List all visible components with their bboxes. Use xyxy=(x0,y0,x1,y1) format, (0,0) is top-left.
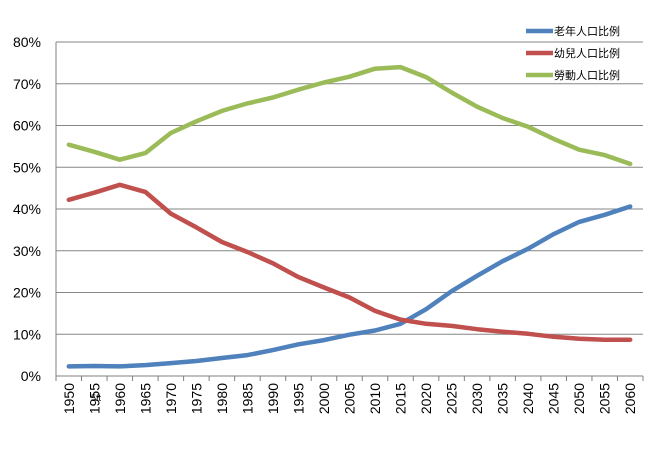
x-tick-label: 1975 xyxy=(188,383,204,414)
x-tick-label: 2005 xyxy=(342,383,358,414)
y-tick-label: 60% xyxy=(13,118,41,134)
x-tick-label: 2055 xyxy=(597,383,613,414)
x-tick-label: 2015 xyxy=(393,383,409,414)
y-tick-label: 40% xyxy=(13,201,41,217)
x-tick-label: 2045 xyxy=(546,383,562,414)
x-tick-label: 2025 xyxy=(444,383,460,414)
y-tick-label: 30% xyxy=(13,243,41,259)
x-tick-label: 1985 xyxy=(239,383,255,414)
y-tick-label: 70% xyxy=(13,76,41,92)
x-tick-label: 1965 xyxy=(137,383,153,414)
y-tick-label: 80% xyxy=(13,34,41,50)
series-lines xyxy=(66,64,633,369)
series-line-0 xyxy=(66,204,633,369)
y-tick-label: 0% xyxy=(21,368,41,384)
x-tick-label: 1995 xyxy=(290,383,306,414)
x-tick-label: 1980 xyxy=(214,383,230,414)
axes xyxy=(55,42,643,377)
x-tick-label: 1960 xyxy=(112,383,128,414)
x-tick-labels: 1950 1955 1960 1965 1970 1975 1980 1985 1990 1995… xyxy=(55,376,644,414)
x-tick-label: 1990 xyxy=(265,383,281,414)
series-line-2 xyxy=(66,64,633,167)
x-tick-label: 2030 xyxy=(469,383,485,414)
x-tick-label: 2040 xyxy=(520,383,536,414)
y-tick-label: 50% xyxy=(13,159,41,175)
series-line-1 xyxy=(66,182,633,342)
x-tick-label: 2050 xyxy=(571,383,587,414)
x-tick-label: 2020 xyxy=(418,383,434,414)
stray-label: 5ft xyxy=(91,393,102,403)
x-tick-label: 2010 xyxy=(367,383,383,414)
x-tick-label: 2035 xyxy=(495,383,511,414)
x-tick-label: 2000 xyxy=(316,383,332,414)
legend-label: 老年人口比例 xyxy=(554,24,620,38)
y-tick-labels: 0% 10% 20% 30% 40% 50% 60% 70% 80% xyxy=(13,34,41,384)
legend-label: 幼兒人口比例 xyxy=(554,46,620,60)
legend-label: 勞動人口比例 xyxy=(554,68,620,82)
x-tick-label: 2060 xyxy=(622,383,638,414)
gridlines xyxy=(56,41,643,335)
y-tick-label: 10% xyxy=(13,326,41,342)
y-tick-label: 20% xyxy=(13,285,41,301)
x-tick-label: 1955 xyxy=(86,383,102,414)
x-tick-label: 1970 xyxy=(163,383,179,414)
x-tick-label: 1950 xyxy=(61,383,77,414)
